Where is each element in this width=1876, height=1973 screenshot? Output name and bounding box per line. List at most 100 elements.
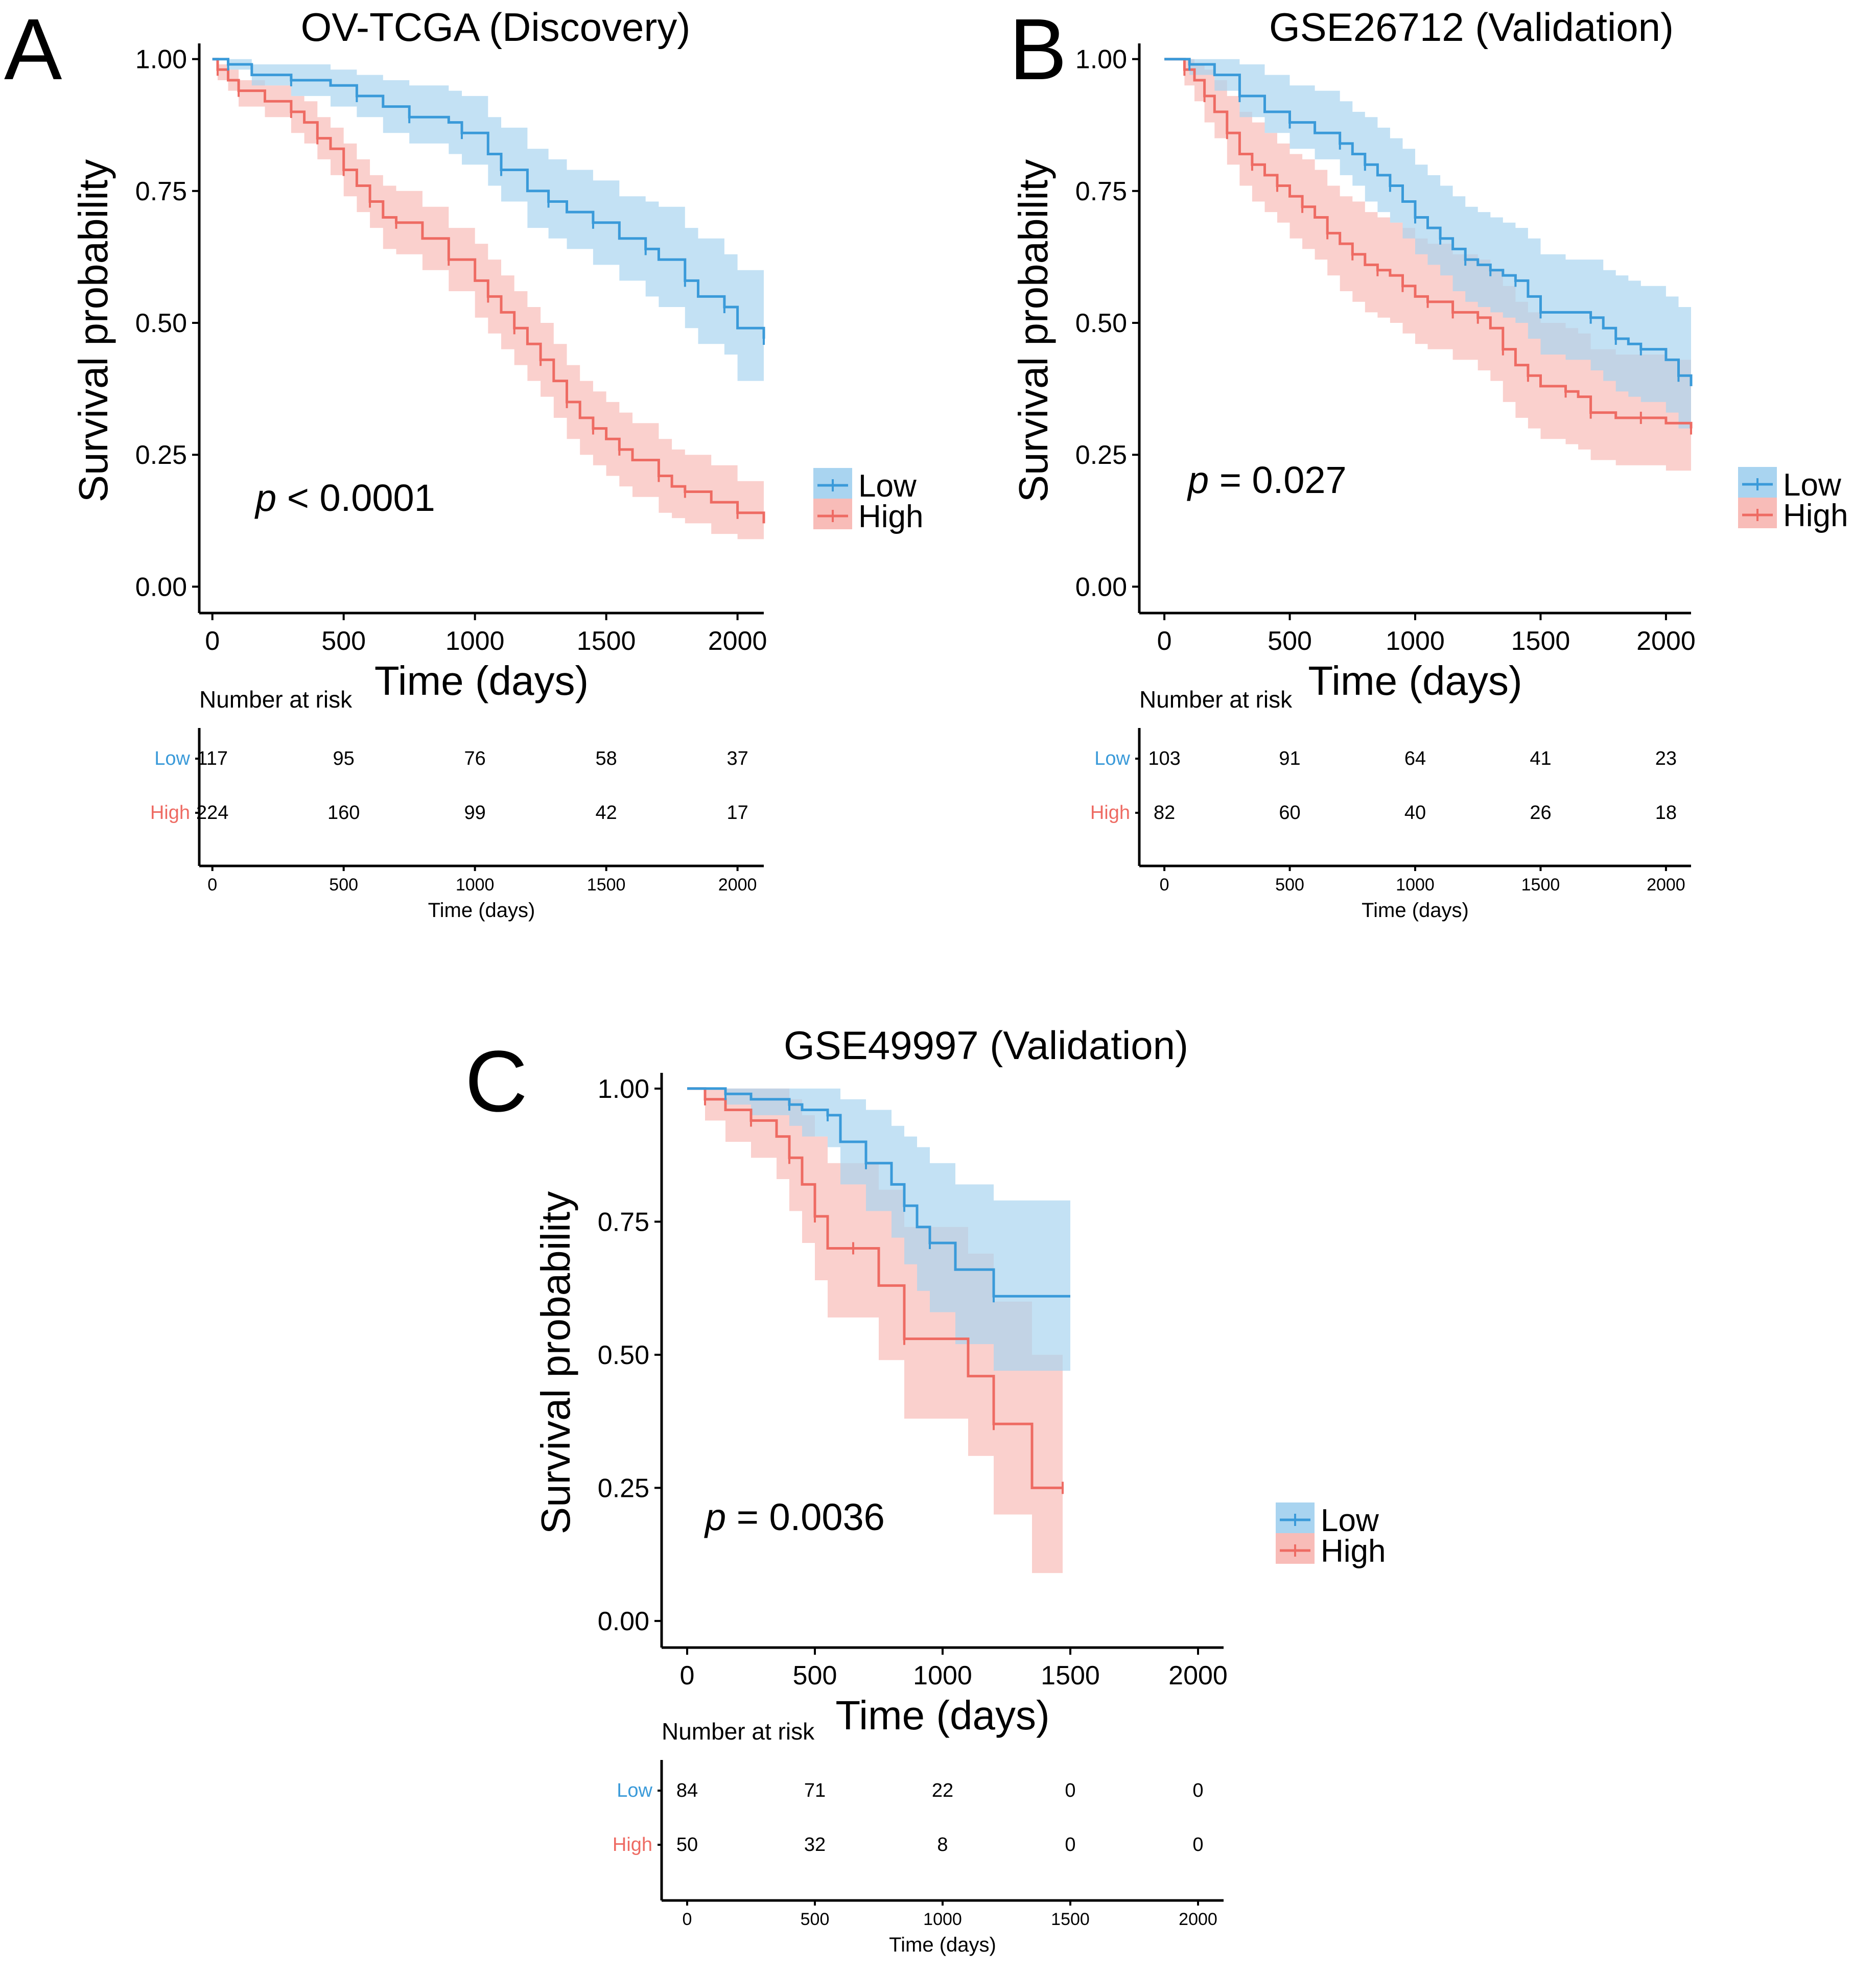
risk-count: 84: [676, 1780, 698, 1801]
y-tick-label: 0.25: [1075, 440, 1127, 470]
y-tick-label: 1.00: [1075, 45, 1127, 75]
risk-row-label: Low: [154, 748, 190, 769]
x-tick-label: 1500: [577, 626, 636, 656]
risk-count: 42: [595, 802, 617, 824]
risk-table-heading: Number at risk: [199, 686, 353, 713]
risk-count: 58: [595, 748, 617, 769]
risk-row-label: Low: [617, 1780, 652, 1801]
risk-count: 41: [1530, 748, 1551, 769]
risk-x-tick-label: 500: [1275, 875, 1304, 895]
y-tick-label: 0.50: [1075, 309, 1127, 338]
risk-x-axis-title: Time (days): [1362, 899, 1469, 922]
x-tick-label: 0: [1157, 626, 1172, 656]
risk-row-label: Low: [1094, 748, 1130, 769]
p-value-text: < 0.0001: [276, 477, 435, 519]
p-value-symbol: p: [254, 477, 276, 519]
risk-count: 160: [327, 802, 360, 824]
risk-x-tick-label: 0: [683, 1910, 692, 1929]
low-survival-line: [687, 1087, 1070, 1298]
risk-count: 23: [1655, 748, 1677, 769]
y-axis-title: Survival probability: [533, 1191, 578, 1534]
p-value-text: = 0.0036: [726, 1496, 885, 1538]
risk-count: 95: [333, 748, 355, 769]
risk-count: 37: [726, 748, 748, 769]
panel-label: A: [4, 1, 62, 98]
risk-x-tick-label: 1000: [1396, 875, 1435, 895]
y-axis-title: Survival probability: [1011, 159, 1056, 502]
y-tick-label: 0.75: [598, 1207, 649, 1237]
chart-title: OV-TCGA (Discovery): [301, 5, 691, 50]
p-value-text: = 0.027: [1209, 459, 1347, 501]
risk-x-tick-label: 1000: [456, 875, 495, 895]
legend-high-label: High: [858, 499, 924, 534]
risk-x-tick-label: 500: [801, 1910, 830, 1929]
y-axis-title: Survival probability: [71, 159, 116, 502]
x-tick-label: 2000: [708, 626, 767, 656]
high-ci-band: [1164, 59, 1691, 476]
p-value-annotation: p < 0.0001: [254, 477, 435, 519]
y-tick-label: 1.00: [598, 1074, 649, 1104]
y-tick-label: 0.50: [135, 309, 187, 338]
x-axis-title: Time (days): [1308, 658, 1522, 703]
y-tick-label: 0.25: [135, 440, 187, 470]
y-tick-label: 1.00: [135, 45, 187, 75]
risk-x-tick-label: 500: [329, 875, 358, 895]
risk-count: 64: [1404, 748, 1426, 769]
p-value-annotation: p = 0.0036: [704, 1496, 885, 1538]
p-value-symbol: p: [704, 1496, 726, 1538]
x-tick-label: 2000: [1636, 626, 1696, 656]
legend-low-label: Low: [858, 468, 917, 504]
y-tick-label: 0.00: [598, 1607, 649, 1636]
risk-x-tick-label: 1000: [923, 1910, 962, 1929]
risk-x-tick-label: 1500: [1521, 875, 1560, 895]
x-tick-label: 1000: [1386, 626, 1445, 656]
risk-row-label: High: [1090, 802, 1130, 824]
x-tick-label: 500: [793, 1661, 837, 1690]
risk-count: 18: [1655, 802, 1677, 824]
low-ci-band: [687, 1088, 1070, 1371]
risk-table-heading: Number at risk: [1139, 686, 1293, 713]
risk-count: 71: [804, 1780, 826, 1801]
y-tick-label: 0.75: [1075, 177, 1127, 206]
high-ci-band: [687, 1088, 1063, 1573]
risk-count: 22: [932, 1780, 953, 1801]
risk-count: 50: [676, 1834, 698, 1855]
risk-count: 117: [197, 748, 228, 769]
legend-high-label: High: [1783, 498, 1848, 533]
x-axis-title: Time (days): [374, 658, 589, 703]
risk-x-tick-label: 1500: [587, 875, 626, 895]
y-tick-label: 0.00: [1075, 572, 1127, 602]
panel-c: C GSE49997 (Validation) 0.00 0.25 0.50 0.75 1.…: [465, 1023, 1386, 1956]
x-tick-label: 0: [680, 1661, 695, 1690]
risk-count: 103: [1148, 748, 1180, 769]
risk-count: 0: [1192, 1780, 1203, 1801]
risk-table-heading: Number at risk: [662, 1718, 815, 1745]
panel-label: B: [1009, 1, 1067, 98]
legend-low-label: Low: [1321, 1503, 1379, 1538]
risk-x-axis-title: Time (days): [428, 899, 535, 922]
x-tick-label: 1000: [445, 626, 505, 656]
low-ci-band: [1164, 59, 1691, 439]
y-tick-label: 0.00: [135, 572, 187, 602]
risk-count: 0: [1065, 1834, 1075, 1855]
risk-count: 32: [804, 1834, 826, 1855]
panel-b: B GSE26712 (Validation) 0.00 0.25 0.50 0.75 1.…: [1009, 1, 1848, 922]
chart-title: GSE49997 (Validation): [784, 1023, 1188, 1068]
risk-x-tick-label: 0: [207, 875, 217, 895]
risk-x-tick-label: 2000: [718, 875, 757, 895]
x-tick-label: 1500: [1041, 1661, 1100, 1690]
panel-a: A OV-TCGA (Discovery) 0.00 0.25 0.50 0.75 1.00…: [4, 1, 924, 922]
x-tick-label: 2000: [1168, 1661, 1228, 1690]
risk-count: 76: [464, 748, 486, 769]
legend-high-label: High: [1321, 1534, 1386, 1569]
x-axis-title: Time (days): [835, 1693, 1049, 1738]
risk-count: 0: [1065, 1780, 1075, 1801]
x-tick-label: 0: [205, 626, 220, 656]
risk-row-label: High: [613, 1834, 652, 1855]
risk-x-tick-label: 0: [1160, 875, 1169, 895]
x-tick-label: 500: [321, 626, 366, 656]
risk-count: 60: [1279, 802, 1300, 824]
low-ci-band: [212, 59, 764, 392]
low-survival-line: [212, 58, 765, 339]
y-tick-label: 0.75: [135, 177, 187, 206]
